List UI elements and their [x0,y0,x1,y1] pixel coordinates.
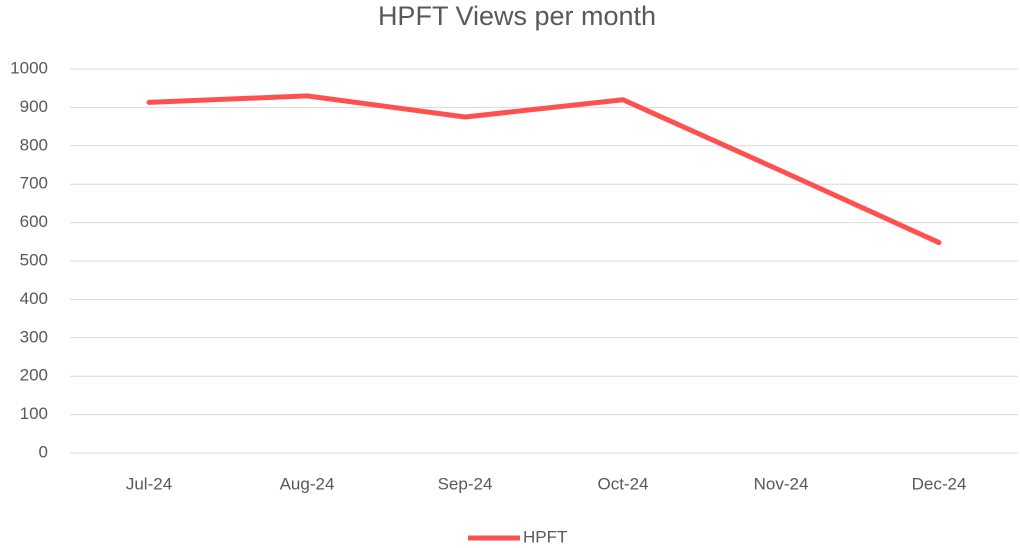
x-tick-label: Jul-24 [126,474,172,493]
y-tick-label: 600 [20,212,48,231]
x-tick-label: Aug-24 [280,474,335,493]
legend-label: HPFT [523,527,567,546]
y-tick-label: 800 [20,135,48,154]
y-tick-label: 700 [20,174,48,193]
y-tick-label: 0 [39,442,48,461]
y-tick-label: 500 [20,250,48,269]
line-series [146,93,942,246]
y-tick-label: 100 [20,404,48,423]
x-tick-label: Dec-24 [912,474,967,493]
chart-title: HPFT Views per month [378,1,656,31]
y-tick-label: 400 [20,289,48,308]
x-tick-label: Sep-24 [438,474,493,493]
y-tick-label: 1000 [10,58,48,77]
y-tick-label: 300 [20,327,48,346]
x-tick-label: Oct-24 [597,474,648,493]
x-tick-label: Nov-24 [754,474,809,493]
y-tick-label: 200 [20,366,48,385]
y-tick-label: 900 [20,97,48,116]
